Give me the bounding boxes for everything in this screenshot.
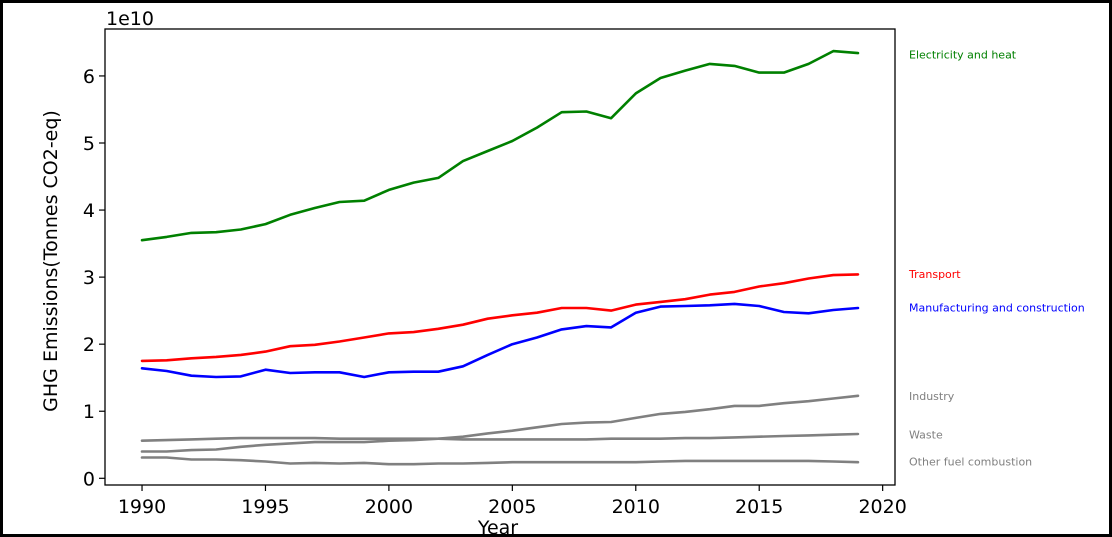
x-tick-label: 2020 [858,496,906,518]
series-labels: Electricity and heat Transport Manufacturi… [908,48,1085,468]
chart-frame: 1990 1995 2000 2005 2010 2015 2020 0 1 2 3 4 5 6 Elec… [3,3,1109,534]
x-tick-label: 2005 [488,496,536,518]
y-tick-label: 1 [83,401,95,423]
series-line-industry [140,394,860,453]
x-tick-label: 2015 [735,496,783,518]
series-line-other-fuel-combustion [140,456,860,466]
y-axis-label: GHG Emissions(Tonnes CO2-eq) [40,110,62,412]
series-label-industry: Industry [909,390,955,403]
y-tick-label: 6 [83,66,95,88]
axes: 1990 1995 2000 2005 2010 2015 2020 0 1 2 3 4 5 6 [83,28,907,518]
series-label-other-fuel-combustion: Other fuel combustion [909,456,1032,469]
y-tick-label: 0 [83,468,95,490]
x-tick-label: 1995 [241,496,289,518]
series-line-waste [140,432,860,443]
y-tick-label: 2 [83,334,95,356]
series-label-transport: Transport [908,268,961,281]
series-line-electricity-and-heat [140,49,860,242]
x-tick-label: 2010 [612,496,660,518]
series-label-electricity-and-heat: Electricity and heat [909,48,1017,61]
y-tick-label: 5 [83,133,95,155]
series-label-waste: Waste [909,429,943,442]
series-label-manufacturing-and-construction: Manufacturing and construction [909,301,1085,314]
series-line-manufacturing-and-construction [140,302,860,379]
x-axis-label: Year [477,517,518,534]
y-tick-label: 4 [83,200,95,222]
series-line-transport [140,273,860,363]
y-axis-offset-text: 1e10 [106,8,154,30]
plot-area-frame [104,28,896,486]
ghg-emissions-line-chart: 1990 1995 2000 2005 2010 2015 2020 0 1 2 3 4 5 6 Elec… [40,8,1085,534]
x-tick-label: 1990 [118,496,166,518]
y-tick-label: 3 [83,267,95,289]
x-tick-label: 2000 [365,496,413,518]
series-lines [140,49,860,466]
